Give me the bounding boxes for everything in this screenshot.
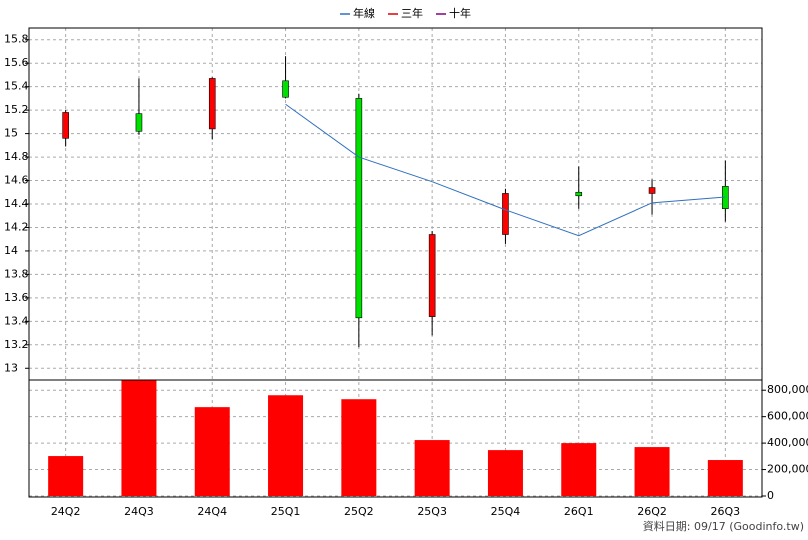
x-tick-label: 25Q3 <box>417 505 447 518</box>
volume-bar <box>48 456 84 496</box>
volume-bar <box>121 379 157 496</box>
y-tick-label: 14.8 <box>4 150 29 163</box>
y-tick-label: 15.2 <box>4 103 29 116</box>
y2-tick-label: 600,000 <box>767 410 808 423</box>
candle-body <box>62 112 69 139</box>
x-tick-label: 24Q4 <box>197 505 227 518</box>
x-tick-label: 24Q2 <box>51 505 81 518</box>
candle-body <box>428 234 436 317</box>
y-tick-label: 13.6 <box>4 291 29 304</box>
y-tick-label: 14 <box>4 244 18 257</box>
volume-bar <box>561 443 597 496</box>
volume-bar <box>414 440 450 496</box>
y-tick-label: 15 <box>4 127 18 140</box>
x-tick-label: 26Q3 <box>711 505 741 518</box>
candle-body <box>208 78 216 130</box>
line-series <box>285 103 726 237</box>
y-tick-label: 15.4 <box>4 80 29 93</box>
candle-body <box>282 80 289 98</box>
volume-bar <box>634 447 670 496</box>
x-tick-label: 25Q1 <box>271 505 301 518</box>
y2-tick-label: 800,000 <box>767 383 808 396</box>
legend-label: 年線 <box>353 6 375 20</box>
y-tick-label: 14.4 <box>4 197 29 210</box>
y-tick-label: 14.6 <box>4 174 29 187</box>
y-tick-label: 14.2 <box>4 220 29 233</box>
x-tick-label: 25Q4 <box>491 505 521 518</box>
legend-label: 十年 <box>449 6 471 20</box>
candle-body <box>575 191 583 197</box>
candle-body <box>135 113 143 132</box>
source-note: 資料日期: 09/17 (Goodinfo.tw) <box>643 519 804 533</box>
legend-label: 三年 <box>401 6 423 20</box>
candle-body <box>355 98 363 319</box>
volume-bar <box>487 450 523 496</box>
x-tick-label: 26Q1 <box>564 505 594 518</box>
y-tick-label: 13.2 <box>4 338 29 351</box>
volume-bar <box>268 395 304 496</box>
x-tick-label: 24Q3 <box>124 505 154 518</box>
y-tick-label: 13.8 <box>4 267 29 280</box>
volume-bar <box>341 399 377 496</box>
x-tick-label: 26Q2 <box>637 505 667 518</box>
y-tick-label: 13.4 <box>4 314 29 327</box>
x-tick-label: 25Q2 <box>344 505 374 518</box>
candle-body <box>648 187 656 194</box>
candle-body <box>502 193 509 235</box>
volume-bar <box>194 407 230 496</box>
volume-bar <box>707 460 743 496</box>
y2-tick-label: 200,000 <box>767 463 808 476</box>
y2-tick-label: 400,000 <box>767 436 808 449</box>
y2-tick-label: 0 <box>767 489 774 502</box>
y-tick-label: 15.8 <box>4 33 29 46</box>
plot-border <box>28 27 763 498</box>
y-tick-label: 13 <box>4 361 18 374</box>
y-tick-label: 15.6 <box>4 56 29 69</box>
